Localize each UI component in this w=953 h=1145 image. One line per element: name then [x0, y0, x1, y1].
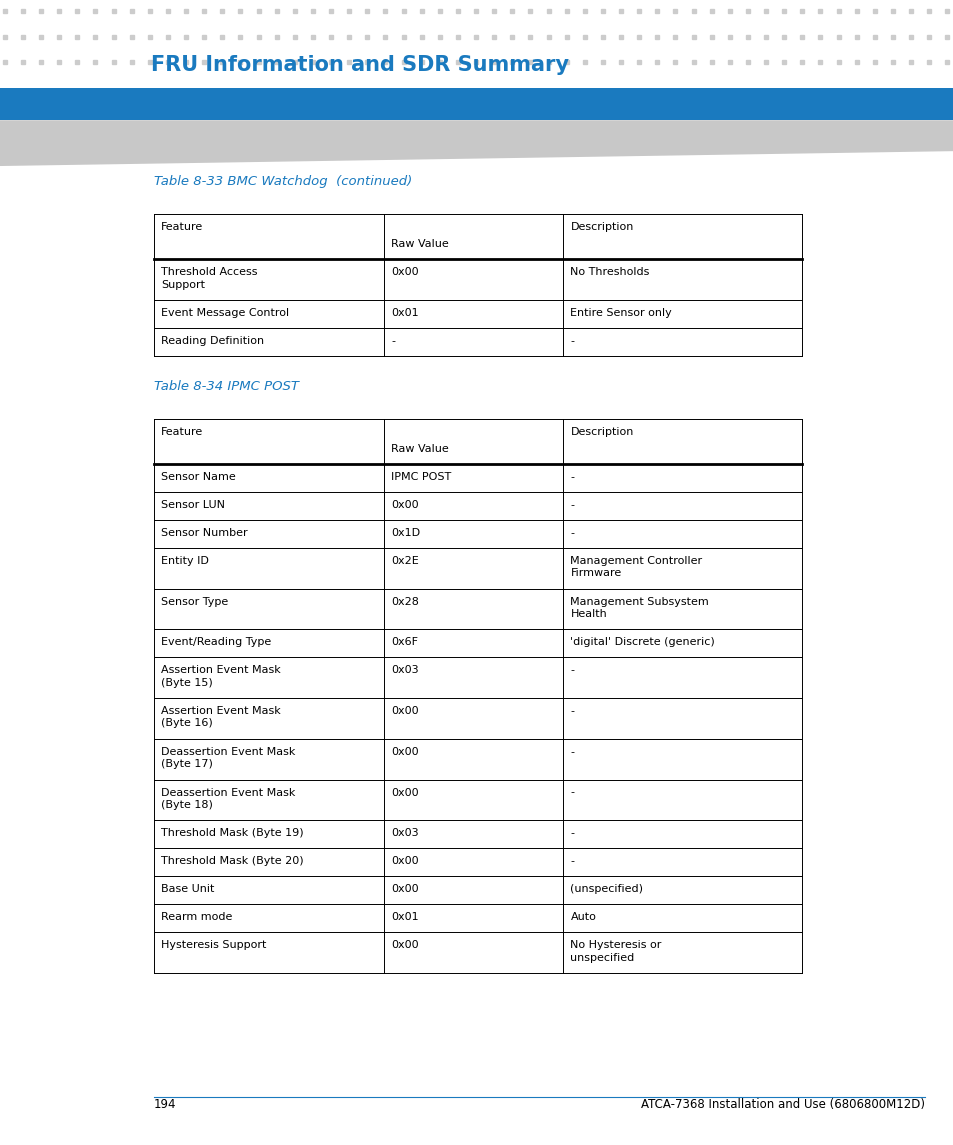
Text: 0x28: 0x28 — [391, 597, 418, 607]
Text: 0x00: 0x00 — [391, 884, 418, 894]
Text: 0x00: 0x00 — [391, 856, 418, 867]
Text: Management Controller
Firmware: Management Controller Firmware — [570, 555, 701, 578]
Text: Feature: Feature — [161, 427, 203, 437]
Text: 0x00: 0x00 — [391, 706, 418, 716]
Text: Table 8-34 IPMC POST: Table 8-34 IPMC POST — [153, 380, 298, 393]
Text: 0x03: 0x03 — [391, 828, 418, 838]
Text: 0x00: 0x00 — [391, 500, 418, 510]
Text: Rearm mode: Rearm mode — [161, 913, 233, 922]
Text: Raw Value: Raw Value — [391, 239, 449, 250]
Text: Description: Description — [570, 427, 633, 437]
Text: Management Subsystem
Health: Management Subsystem Health — [570, 597, 708, 619]
Text: -: - — [570, 747, 574, 757]
Text: Assertion Event Mask
(Byte 16): Assertion Event Mask (Byte 16) — [161, 706, 281, 728]
Text: -: - — [570, 856, 574, 867]
Text: Sensor Number: Sensor Number — [161, 528, 248, 538]
Text: Deassertion Event Mask
(Byte 18): Deassertion Event Mask (Byte 18) — [161, 788, 295, 810]
Text: Table 8-33 BMC Watchdog  (continued): Table 8-33 BMC Watchdog (continued) — [153, 175, 412, 189]
Text: Event/Reading Type: Event/Reading Type — [161, 638, 272, 647]
Text: No Thresholds: No Thresholds — [570, 267, 649, 277]
Text: Threshold Mask (Byte 20): Threshold Mask (Byte 20) — [161, 856, 304, 867]
Text: 0x6F: 0x6F — [391, 638, 417, 647]
Text: 0x01: 0x01 — [391, 913, 418, 922]
Text: 0x03: 0x03 — [391, 665, 418, 676]
Text: Threshold Access
Support: Threshold Access Support — [161, 267, 257, 290]
Text: -: - — [570, 472, 574, 482]
Text: IPMC POST: IPMC POST — [391, 472, 451, 482]
Text: Entire Sensor only: Entire Sensor only — [570, 308, 672, 318]
Text: -: - — [570, 828, 574, 838]
Text: 0x00: 0x00 — [391, 747, 418, 757]
Text: Deassertion Event Mask
(Byte 17): Deassertion Event Mask (Byte 17) — [161, 747, 295, 769]
Text: Hysteresis Support: Hysteresis Support — [161, 940, 266, 950]
Text: No Hysteresis or
unspecified: No Hysteresis or unspecified — [570, 940, 661, 963]
Text: Feature: Feature — [161, 222, 203, 232]
Text: (unspecified): (unspecified) — [570, 884, 643, 894]
Text: -: - — [570, 528, 574, 538]
Text: 0x00: 0x00 — [391, 267, 418, 277]
Text: Event Message Control: Event Message Control — [161, 308, 289, 318]
Text: Sensor Type: Sensor Type — [161, 597, 228, 607]
Text: Threshold Mask (Byte 19): Threshold Mask (Byte 19) — [161, 828, 304, 838]
Bar — [0, 88, 953, 120]
Text: -: - — [391, 335, 395, 346]
Text: 0x01: 0x01 — [391, 308, 418, 318]
Text: Entity ID: Entity ID — [161, 555, 209, 566]
Text: Reading Definition: Reading Definition — [161, 335, 264, 346]
Text: 194: 194 — [153, 1098, 176, 1111]
Text: -: - — [570, 665, 574, 676]
Text: Sensor Name: Sensor Name — [161, 472, 235, 482]
Text: -: - — [570, 788, 574, 798]
Text: 'digital' Discrete (generic): 'digital' Discrete (generic) — [570, 638, 715, 647]
Text: -: - — [570, 335, 574, 346]
Text: 0x1D: 0x1D — [391, 528, 420, 538]
Text: -: - — [570, 500, 574, 510]
Text: Description: Description — [570, 222, 633, 232]
Text: Raw Value: Raw Value — [391, 444, 449, 455]
Text: FRU Information and SDR Summary: FRU Information and SDR Summary — [151, 55, 568, 74]
Text: 0x00: 0x00 — [391, 788, 418, 798]
Polygon shape — [0, 120, 953, 166]
Text: Auto: Auto — [570, 913, 596, 922]
Text: Base Unit: Base Unit — [161, 884, 214, 894]
Text: ATCA-7368 Installation and Use (6806800M12D): ATCA-7368 Installation and Use (6806800M… — [640, 1098, 924, 1111]
Text: 0x2E: 0x2E — [391, 555, 418, 566]
Text: 0x00: 0x00 — [391, 940, 418, 950]
Text: -: - — [570, 706, 574, 716]
Text: Assertion Event Mask
(Byte 15): Assertion Event Mask (Byte 15) — [161, 665, 281, 688]
Text: Sensor LUN: Sensor LUN — [161, 500, 225, 510]
